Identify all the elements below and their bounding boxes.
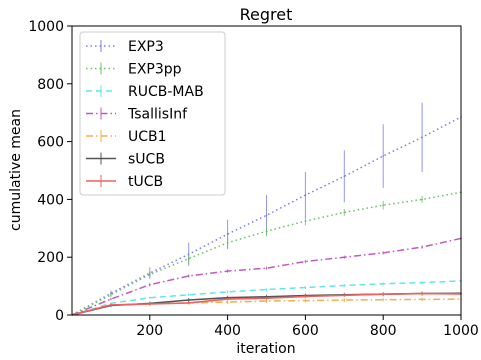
data-point	[421, 281, 423, 284]
series-line	[72, 298, 462, 316]
y-tick-label: 0	[55, 308, 64, 324]
data-point	[343, 175, 346, 178]
data-point	[382, 298, 385, 301]
legend-label: tUCB	[128, 174, 163, 190]
data-point	[343, 299, 346, 301]
data-point	[343, 284, 346, 287]
data-point	[149, 273, 151, 276]
data-point	[304, 194, 307, 196]
data-point	[343, 294, 346, 297]
data-point	[382, 282, 385, 285]
series-rucb-mab	[72, 280, 462, 316]
legend-label: RUCB-MAB	[128, 84, 204, 100]
data-point	[226, 270, 229, 272]
data-point	[304, 260, 307, 263]
chart-title: Regret	[240, 5, 293, 24]
series-ucb1	[72, 297, 462, 316]
legend-item: tUCB	[86, 174, 163, 190]
y-tick-label: 1000	[28, 19, 64, 35]
data-point	[421, 198, 423, 201]
x-tick-label: 800	[370, 323, 397, 339]
legend-label: EXP3pp	[128, 62, 182, 78]
legend: EXP3 EXP3pp RUCB-MAB TsallisInf UCB1 sUCB tUCB	[79, 31, 226, 196]
legend-label: EXP3	[128, 39, 164, 55]
data-point	[382, 204, 385, 206]
data-point	[421, 246, 423, 248]
data-point	[304, 286, 307, 289]
data-point	[149, 296, 151, 299]
data-point	[187, 275, 190, 277]
x-axis-label: iteration	[236, 341, 295, 357]
data-point	[382, 293, 385, 295]
data-point	[343, 256, 346, 259]
plot-area	[71, 25, 462, 316]
data-point	[304, 295, 307, 298]
legend-label: sUCB	[128, 152, 165, 168]
data-point	[265, 288, 268, 291]
legend-item: EXP3	[86, 39, 164, 55]
plot-frame	[71, 25, 462, 316]
data-point	[187, 257, 190, 260]
legend-box	[79, 31, 226, 196]
y-tick-label: 800	[37, 77, 64, 93]
legend-label: UCB1	[128, 129, 167, 145]
data-point	[265, 230, 268, 232]
y-tick-label: 200	[37, 250, 64, 266]
data-point	[187, 302, 190, 304]
y-axis: 0 200 400 600 800 1000	[28, 19, 72, 324]
y-tick-label: 400	[37, 192, 64, 208]
data-point	[226, 298, 229, 300]
data-point	[187, 299, 190, 301]
series-line	[72, 237, 462, 316]
x-tick-label: 600	[292, 323, 319, 339]
legend-item: sUCB	[86, 152, 165, 168]
x-tick-label: 400	[214, 323, 241, 339]
data-point	[382, 155, 385, 157]
data-point	[421, 136, 423, 139]
data-point	[110, 293, 112, 296]
series-exp3pp	[72, 191, 462, 316]
data-point	[265, 300, 268, 302]
data-point	[187, 293, 190, 296]
data-point	[226, 291, 229, 293]
legend-item: RUCB-MAB	[86, 84, 204, 100]
data-point	[226, 301, 229, 303]
data-point	[149, 303, 151, 305]
x-tick-label: 1000	[443, 323, 479, 339]
x-axis: 200 400 600 800 1000	[136, 315, 479, 339]
legend-item: EXP3pp	[86, 62, 182, 78]
y-axis-label: cumulative mean	[8, 109, 24, 231]
legend-label: TsallisInf	[127, 107, 188, 123]
data-point	[265, 267, 268, 269]
data-point	[110, 304, 112, 306]
y-tick-label: 600	[37, 135, 64, 151]
data-point	[421, 292, 423, 295]
data-point	[265, 297, 268, 300]
legend-item: TsallisInf	[86, 107, 188, 123]
data-point	[110, 298, 112, 300]
data-point	[382, 252, 385, 254]
data-point	[421, 298, 423, 301]
x-tick-label: 200	[136, 323, 163, 339]
data-point	[226, 241, 229, 244]
data-point	[265, 214, 268, 217]
legend-item: UCB1	[86, 129, 167, 145]
data-point	[304, 220, 307, 222]
data-point	[226, 233, 229, 235]
data-point	[149, 283, 151, 286]
data-point	[343, 211, 346, 214]
data-point	[304, 299, 307, 302]
